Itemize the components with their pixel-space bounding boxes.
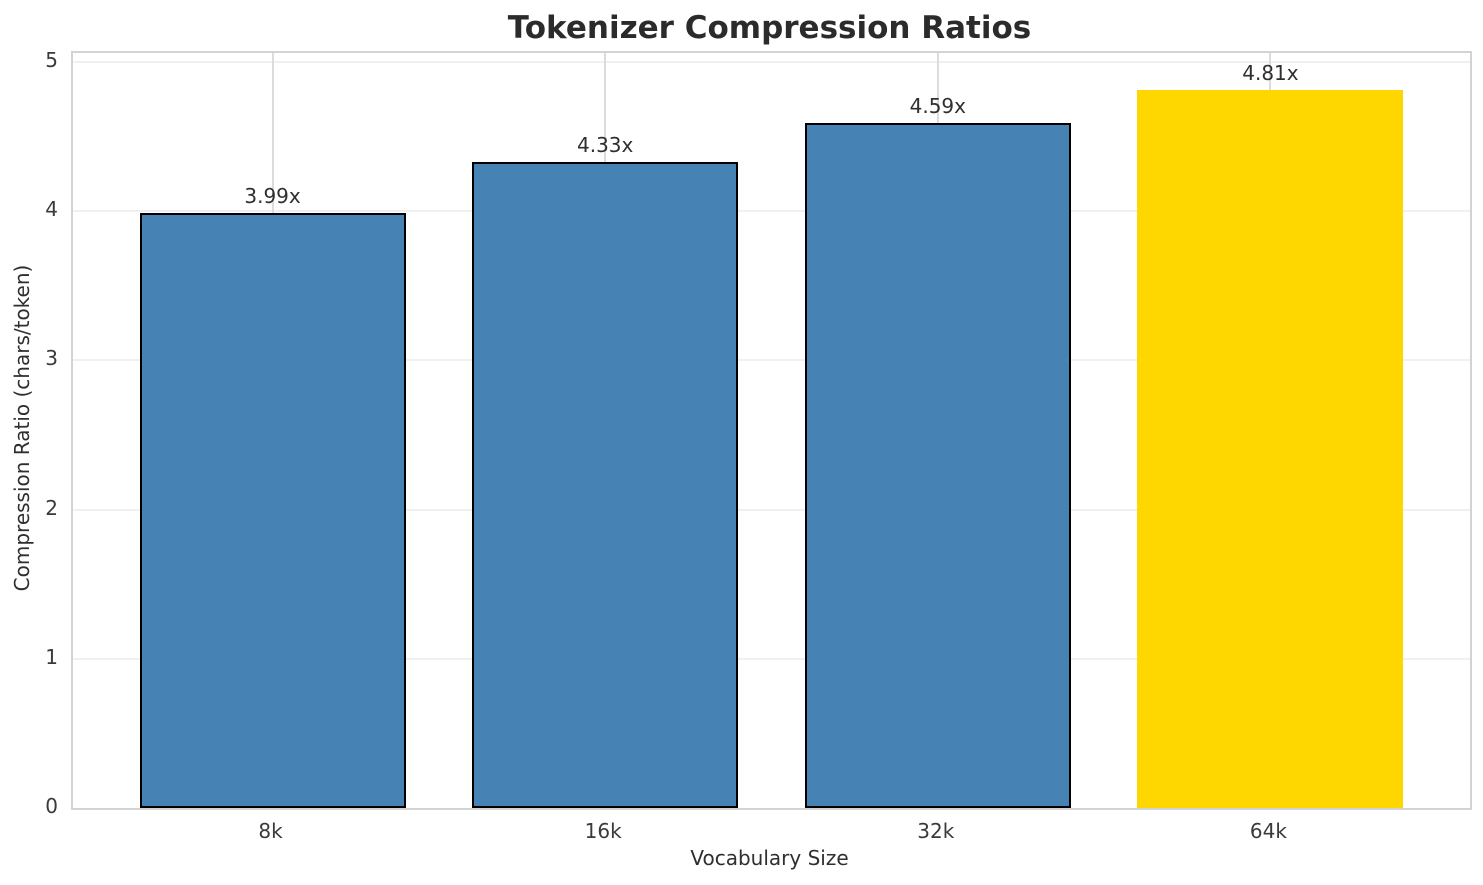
bar-value-label-32k: 4.59x	[909, 94, 966, 119]
bar-16k	[472, 161, 739, 808]
plot-area: 3.99x 4.33x 4.59x 4.81x	[71, 51, 1472, 810]
h-gridline-1	[73, 657, 1470, 660]
h-gridline-4	[73, 210, 1470, 213]
x-tick-label-64k: 64k	[1249, 819, 1287, 843]
x-tick-label-8k: 8k	[258, 819, 283, 843]
h-gridline-3	[73, 359, 1470, 362]
bar-value-label-64k: 4.81x	[1242, 61, 1299, 86]
x-axis-label: Vocabulary Size	[690, 846, 849, 870]
y-tick-label-0: 0	[45, 794, 58, 818]
y-tick-label-1: 1	[45, 644, 58, 669]
bar-8k	[139, 212, 406, 808]
x-tick-label-16k: 16k	[584, 819, 622, 843]
chart-title: Tokenizer Compression Ratios	[507, 10, 1032, 46]
bar-value-label-16k: 4.33x	[577, 132, 634, 157]
y-tick-label-2: 2	[45, 495, 58, 520]
bar-64k	[1137, 90, 1404, 808]
y-tick-label-4: 4	[45, 197, 58, 222]
x-tick-label-32k: 32k	[917, 819, 955, 843]
y-tick-label-3: 3	[45, 346, 58, 371]
y-axis-label: Compression Ratio (chars/token)	[10, 264, 34, 592]
bar-value-label-8k: 3.99x	[244, 183, 301, 208]
y-tick-label-5: 5	[45, 48, 58, 72]
h-gridline-2	[73, 508, 1470, 511]
h-gridline-5	[73, 61, 1470, 63]
bar-32k	[804, 123, 1071, 808]
